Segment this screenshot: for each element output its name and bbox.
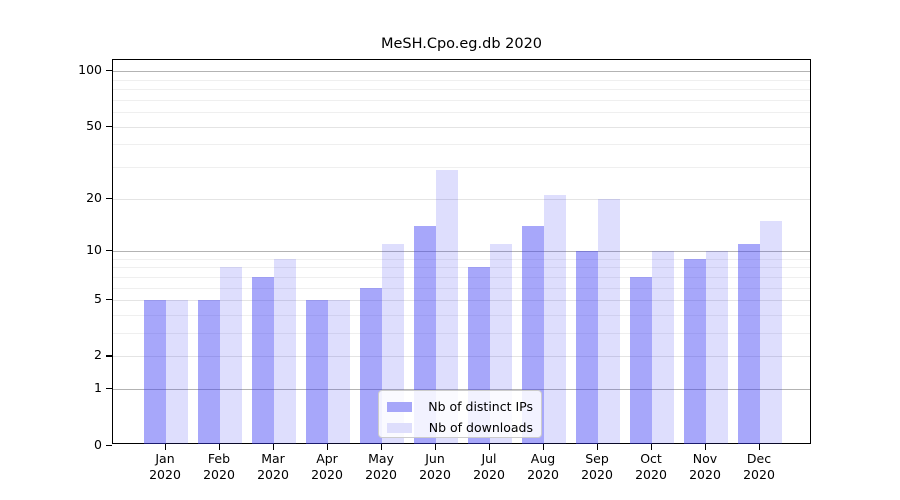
minor-gridline-40 (113, 144, 810, 146)
minor-gridline-3 (113, 333, 810, 335)
y-tick-mark-0 (106, 444, 112, 446)
bar-distinct-ips-jan (144, 300, 166, 444)
minor-gridline-70 (113, 99, 810, 101)
x-tick-mark-apr (327, 444, 329, 450)
bar-downloads-feb (220, 267, 242, 444)
legend-row-distinct-ips: Nb of distinct IPs (387, 397, 533, 416)
y-tick-label-100: 100 (78, 62, 102, 77)
minor-gridline-4 (113, 315, 810, 316)
sub-gridline-2 (113, 356, 810, 358)
legend: Nb of distinct IPs Nb of downloads (378, 390, 542, 438)
x-tick-mark-oct (651, 444, 653, 450)
minor-gridline-90 (113, 79, 810, 81)
y-tick-mark-100 (106, 70, 112, 72)
y-tick-label-2: 2 (94, 347, 102, 363)
minor-gridline-80 (113, 88, 810, 90)
y-tick-label-0: 0 (94, 436, 102, 452)
bar-downloads-dec (760, 220, 782, 444)
bar-downloads-apr (328, 300, 350, 444)
x-tick-label-jun: Jun 2020 (419, 451, 451, 482)
y-tick-label-1: 1 (94, 380, 102, 396)
decade-gridline-1 (113, 389, 810, 391)
x-tick-label-nov: Nov 2020 (689, 451, 721, 482)
x-tick-label-oct: Oct 2020 (635, 451, 667, 482)
x-tick-mark-jan (165, 444, 167, 450)
bar-downloads-sep (598, 198, 620, 444)
y-tick-label-5: 5 (94, 291, 102, 307)
x-tick-label-may: May 2020 (365, 451, 397, 482)
x-tick-label-mar: Mar 2020 (257, 451, 289, 482)
bar-distinct-ips-may (360, 287, 382, 444)
bar-downloads-mar (274, 258, 296, 444)
y-tick-mark-50 (106, 125, 112, 127)
legend-row-downloads: Nb of downloads (387, 418, 533, 437)
x-tick-label-apr: Apr 2020 (311, 451, 343, 482)
x-tick-mark-jul (489, 444, 491, 450)
bar-distinct-ips-jun (414, 225, 436, 444)
minor-gridline-30 (113, 166, 810, 168)
x-tick-mark-sep (597, 444, 599, 450)
legend-label-distinct-ips: Nb of distinct IPs (428, 399, 533, 414)
bar-distinct-ips-mar (252, 276, 274, 444)
x-tick-label-dec: Dec 2020 (743, 451, 775, 482)
legend-swatch-distinct-ips-icon (387, 401, 412, 412)
bar-distinct-ips-dec (738, 243, 760, 444)
x-tick-mark-dec (759, 444, 761, 450)
x-tick-mark-mar (273, 444, 275, 450)
x-tick-label-sep: Sep 2020 (581, 451, 613, 482)
y-tick-label-50: 50 (86, 117, 102, 133)
x-tick-label-jan: Jan 2020 (149, 451, 181, 482)
x-tick-label-aug: Aug 2020 (527, 451, 559, 482)
x-tick-mark-may (381, 444, 383, 450)
x-tick-mark-feb (219, 444, 221, 450)
bar-downloads-oct (652, 251, 674, 444)
bar-downloads-nov (706, 251, 728, 444)
minor-gridline-7 (113, 276, 810, 278)
minor-gridline-8 (113, 267, 810, 269)
x-tick-mark-jun (435, 444, 437, 450)
bar-distinct-ips-apr (306, 300, 328, 444)
decade-gridline-10 (113, 251, 810, 252)
bar-distinct-ips-nov (684, 258, 706, 444)
y-tick-label-10: 10 (86, 242, 102, 257)
decade-gridline-100 (113, 71, 810, 72)
y-tick-mark-1 (106, 388, 112, 390)
chart-title: MeSH.Cpo.eg.db 2020 (380, 36, 543, 52)
y-tick-label-20: 20 (86, 189, 102, 205)
y-tick-mark-10 (106, 250, 112, 252)
minor-gridline-9 (113, 258, 810, 260)
bar-downloads-jan (166, 300, 188, 444)
sub-gridline-20 (113, 198, 810, 200)
bar-distinct-ips-sep (576, 251, 598, 444)
bar-distinct-ips-feb (198, 300, 220, 444)
minor-gridline-6 (113, 287, 810, 289)
y-tick-mark-20 (106, 197, 112, 199)
bar-downloads-jun (436, 169, 458, 444)
sub-gridline-50 (113, 126, 810, 128)
y-tick-mark-5 (106, 299, 112, 301)
x-tick-mark-nov (705, 444, 707, 450)
plot-area: Nb of distinct IPs Nb of downloads (112, 59, 811, 444)
x-tick-mark-aug (543, 444, 545, 450)
bar-distinct-ips-oct (630, 276, 652, 444)
bar-downloads-aug (544, 194, 566, 444)
y-tick-mark-2 (106, 355, 112, 357)
legend-swatch-downloads-icon (387, 422, 412, 433)
bar-distinct-ips-aug (522, 225, 544, 444)
x-tick-label-feb: Feb 2020 (203, 451, 235, 482)
x-tick-label-jul: Jul 2020 (473, 451, 505, 482)
legend-label-downloads: Nb of downloads (428, 420, 533, 435)
minor-gridline-60 (113, 111, 810, 113)
sub-gridline-5 (113, 300, 810, 302)
